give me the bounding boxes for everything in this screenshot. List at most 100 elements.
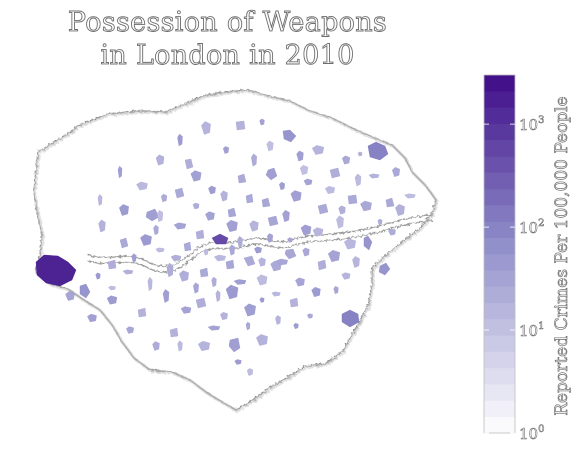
ward-bexley <box>378 262 391 276</box>
ward-tower-hamlets <box>267 215 279 227</box>
colorbar-band <box>484 400 515 418</box>
ward-area-93 <box>266 140 274 152</box>
ward-area-28 <box>233 279 247 285</box>
ward-area-84 <box>271 291 281 297</box>
ward-area-80 <box>360 200 372 212</box>
map-title-line-2: in London in 2010 <box>100 40 355 71</box>
ward-area-76 <box>95 272 101 280</box>
colorbar-band <box>484 384 515 401</box>
colorbar-label: Reported Crimes Per 100,000 People <box>552 96 572 415</box>
ward-area-52 <box>324 186 336 194</box>
ward-area-39 <box>207 325 221 331</box>
ward-area-88 <box>170 254 182 262</box>
ward-area-54 <box>287 237 293 243</box>
ward-area-26 <box>179 270 189 282</box>
colorbar-band <box>484 188 515 206</box>
colorbar-band <box>484 221 515 239</box>
ward-area-72 <box>126 326 134 334</box>
ward-area-12 <box>300 224 312 236</box>
colorbar-band <box>484 335 515 352</box>
ward-area-59 <box>203 248 209 256</box>
ward-kensington <box>195 229 205 240</box>
ward-area-90 <box>117 165 123 179</box>
ward-area-33 <box>333 285 339 295</box>
ward-area-68 <box>234 359 242 365</box>
ward-redbridge <box>329 167 341 179</box>
ward-area-75 <box>65 291 75 301</box>
ward-area-31 <box>295 277 305 287</box>
ward-area-94 <box>299 164 309 176</box>
ward-westminster <box>211 233 229 245</box>
ward-area-70 <box>177 340 183 352</box>
ward-area-41 <box>256 334 268 346</box>
ward-hounslow <box>79 283 91 299</box>
ward-area-78 <box>377 218 383 226</box>
ward-area-62 <box>140 234 152 246</box>
colorbar-tick-label: 103 <box>519 115 544 134</box>
ward-area-3 <box>296 150 304 162</box>
ward-area-23 <box>131 253 137 263</box>
ward-area-15 <box>226 219 238 233</box>
ward-area-81 <box>343 238 357 250</box>
colorbar-band <box>484 91 515 108</box>
ward-area-50 <box>290 190 302 202</box>
ward-islington <box>245 193 254 204</box>
ward-area-91 <box>155 154 165 166</box>
ward-area-9 <box>395 204 405 216</box>
river-south-bank <box>87 219 433 273</box>
ward-area-8 <box>391 167 401 177</box>
ward-area-58 <box>213 254 226 262</box>
ward-area-25 <box>166 262 174 278</box>
ward-area-29 <box>256 274 268 286</box>
ward-area-95 <box>357 151 363 157</box>
ward-ealing <box>119 237 129 249</box>
ward-area-10 <box>404 193 416 199</box>
ward-area-2 <box>222 146 230 154</box>
colorbar-band <box>484 75 515 92</box>
ward-area-1 <box>259 118 265 126</box>
ward-area-38 <box>220 311 228 321</box>
ward-area-99 <box>258 257 266 267</box>
ward-barnet <box>184 158 194 170</box>
ward-wandsworth <box>199 267 209 278</box>
ward-area-67 <box>197 340 211 352</box>
ward-bromley-west <box>289 297 299 308</box>
ward-area-37 <box>244 303 256 317</box>
ward-area-4 <box>311 145 325 155</box>
ward-area-24 <box>155 247 165 253</box>
ward-waltham-forest <box>265 167 278 181</box>
ward-area-42 <box>275 315 281 325</box>
ward-lewisham <box>284 248 297 260</box>
ward-area-14 <box>249 220 259 232</box>
ward-barking <box>347 194 358 205</box>
ward-area-49 <box>279 181 285 191</box>
ward-area-55 <box>266 233 274 243</box>
colorbar: 100 101 102 103 Reported Crimes Per 100,000… <box>483 74 572 443</box>
ward-area-0 <box>201 121 211 135</box>
ward-area-65 <box>162 289 170 303</box>
ward-haringey <box>237 173 247 184</box>
ward-area-66 <box>180 306 192 314</box>
ward-area-56 <box>254 246 262 254</box>
colorbar-band <box>484 205 515 222</box>
ward-area-53 <box>312 227 324 237</box>
ward-area-46 <box>208 185 216 195</box>
ward-area-63 <box>122 269 134 275</box>
ward-hillingdon-west <box>35 254 77 287</box>
ward-lambeth <box>225 259 235 270</box>
ward-area-13 <box>282 209 290 223</box>
ward-area-64 <box>147 276 153 292</box>
colorbar-band <box>484 302 515 320</box>
ward-area-11 <box>336 215 344 229</box>
crime-areas <box>35 118 416 376</box>
ward-area-36 <box>259 297 265 303</box>
ward-area-21 <box>97 194 103 206</box>
map-title-line-1: Possession of Weapons <box>67 7 388 38</box>
river-thames <box>87 213 433 273</box>
colorbar-band <box>484 416 515 434</box>
ward-southwark <box>243 255 256 267</box>
colorbar-tick-label: 101 <box>519 321 544 340</box>
ward-croydon <box>228 337 241 353</box>
ward-enfield-north <box>282 129 297 143</box>
colorbar-band <box>484 123 515 141</box>
